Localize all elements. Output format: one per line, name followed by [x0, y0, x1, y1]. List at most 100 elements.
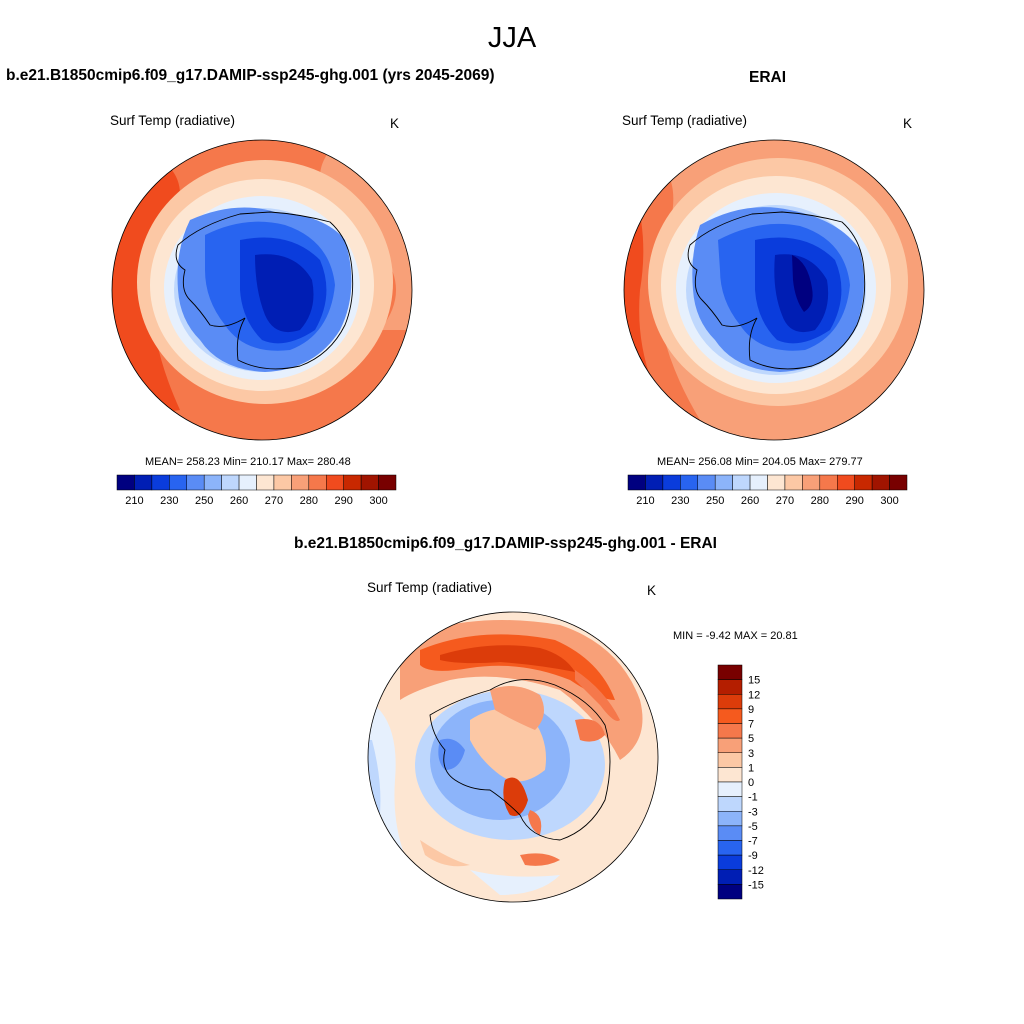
panel-1-title: b.e21.B1850cmip6.f09_g17.DAMIP-ssp245-gh… [6, 67, 495, 84]
colorbar-box [134, 474, 153, 491]
map-3-border [367, 611, 659, 903]
colorbar-box [717, 854, 743, 870]
colorbar-box [308, 474, 327, 491]
colorbar-tick-label: 270 [265, 495, 283, 507]
panel-1-stats: MEAN= 258.23 Min= 210.17 Max= 280.48 [145, 456, 351, 468]
colorbar-tick-label: -1 [748, 792, 758, 804]
colorbar-tick-label: 280 [300, 495, 318, 507]
colorbar-tick-label: 15 [748, 675, 760, 687]
colorbar-box [717, 708, 743, 724]
panel-2-variable: Surf Temp (radiative) [622, 113, 748, 128]
colorbar-box [717, 781, 743, 797]
colorbar-box [256, 474, 275, 491]
map-1 [112, 140, 412, 440]
coastline-1 [175, 211, 354, 370]
colorbar-box [680, 474, 698, 491]
colorbar-box [291, 474, 310, 491]
colorbar-tick-label: 290 [846, 495, 864, 507]
colorbar-tick-label: 230 [160, 495, 178, 507]
colorbar-box [717, 796, 743, 812]
colorbar-tick-label: 12 [748, 689, 760, 701]
panel-1-units: K [390, 116, 400, 131]
panel-2-units: K [903, 116, 913, 131]
coastline-3 [429, 679, 611, 841]
colorbar-box [819, 474, 838, 491]
panel-3-stats: MIN = -9.42 MAX = 20.81 [673, 630, 798, 642]
colorbar-box [717, 811, 743, 827]
colorbar-tick-label: 300 [880, 495, 898, 507]
colorbar-tick-label: -15 [748, 879, 764, 891]
colorbar-box [714, 474, 733, 491]
colorbar-box [717, 737, 743, 753]
colorbar-tick-label: 3 [748, 748, 754, 760]
colorbar-tick-label: 300 [369, 495, 387, 507]
colorbar-tick-label: 9 [748, 704, 754, 716]
colorbar-box [360, 474, 379, 491]
colorbar-tick-label: 5 [748, 733, 754, 745]
colorbar-box [326, 474, 344, 491]
colorbar-box [717, 884, 743, 900]
colorbar-box [802, 474, 821, 491]
colorbar-tick-label: -9 [748, 850, 758, 862]
colorbar-box [717, 694, 743, 710]
colorbar-tick-label: 270 [776, 495, 794, 507]
colorbar-tick-label: 1 [748, 762, 754, 774]
colorbar-tick-label: -5 [748, 821, 758, 833]
colorbar-box [854, 474, 873, 491]
colorbar-box [203, 474, 222, 491]
colorbar-box [627, 474, 646, 491]
colorbar-box [784, 474, 803, 491]
colorbar-box [273, 474, 292, 491]
colorbar-box [717, 869, 743, 885]
colorbar-box [378, 474, 397, 491]
colorbar-tick-label: 230 [671, 495, 689, 507]
colorbar-tick-label: 290 [335, 495, 353, 507]
map-3 [368, 612, 658, 902]
colorbar-tick-label: 210 [125, 495, 143, 507]
colorbar-box [732, 474, 751, 491]
panel-3-title: b.e21.B1850cmip6.f09_g17.DAMIP-ssp245-gh… [294, 535, 717, 552]
colorbar-tick-label: 260 [741, 495, 759, 507]
colorbar-tick-label: -12 [748, 865, 764, 877]
colorbar-box [697, 474, 716, 491]
panel-3-variable: Surf Temp (radiative) [367, 580, 493, 595]
map-2-border [623, 139, 925, 441]
colorbar-tick-label: 260 [230, 495, 248, 507]
colorbar-box [221, 474, 240, 491]
map-1-border [111, 139, 413, 441]
colorbar-box [717, 679, 743, 695]
panel-2-stats: MEAN= 256.08 Min= 204.05 Max= 279.77 [657, 456, 863, 468]
colorbar-box [116, 474, 135, 491]
colorbar-box [645, 474, 664, 491]
colorbar-box [871, 474, 890, 491]
colorbar-box [767, 474, 786, 491]
colorbar-box [169, 474, 187, 491]
colorbar-box [717, 825, 743, 841]
colorbar-box [717, 767, 743, 783]
colorbar-tick-label: 210 [636, 495, 654, 507]
colorbar-tick-label: 280 [811, 495, 829, 507]
colorbar-box [837, 474, 855, 491]
colorbar-box [749, 474, 768, 491]
colorbar-tick-label: 250 [195, 495, 213, 507]
colorbar-tick-label: 250 [706, 495, 724, 507]
colorbar-tick-label: 7 [748, 719, 754, 731]
colorbar-2: 210 230 250 260 270 280 290 300 [627, 474, 908, 507]
colorbar-box [238, 474, 257, 491]
panel-1-variable: Surf Temp (radiative) [110, 113, 236, 128]
colorbar-box [662, 474, 681, 491]
colorbar-box [717, 723, 743, 739]
panel-2-title: ERAI [749, 69, 787, 86]
colorbar-3: 15 12 9 7 5 3 1 0 -1 -3 -5 -7 -9 -12 -15 [717, 664, 764, 900]
colorbar-box [186, 474, 205, 491]
colorbar-box [717, 840, 743, 856]
colorbar-box [343, 474, 362, 491]
coastline-2 [687, 211, 866, 370]
figure-title: JJA [487, 22, 537, 54]
panel-3-units: K [647, 583, 657, 598]
colorbar-1: 210 230 250 260 270 280 290 300 [116, 474, 397, 507]
colorbar-tick-label: 0 [748, 777, 754, 789]
colorbar-box [717, 664, 743, 680]
colorbar-box [151, 474, 170, 491]
